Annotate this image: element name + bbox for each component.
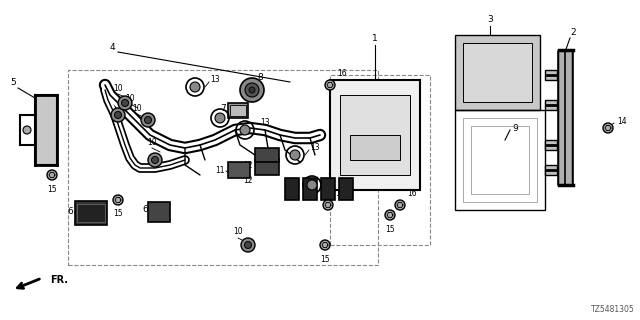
Circle shape <box>240 125 250 135</box>
Circle shape <box>245 83 259 97</box>
Text: 15: 15 <box>47 185 57 194</box>
Bar <box>148 202 170 222</box>
Text: 7: 7 <box>220 103 226 113</box>
Text: 10: 10 <box>125 93 135 102</box>
Circle shape <box>323 200 333 210</box>
Circle shape <box>240 78 264 102</box>
Circle shape <box>190 82 200 92</box>
Bar <box>463 43 532 102</box>
Circle shape <box>122 100 129 107</box>
Text: 2: 2 <box>570 28 576 36</box>
Bar <box>303 178 317 200</box>
Text: 10: 10 <box>132 103 142 113</box>
Bar <box>255 148 279 162</box>
Text: 13: 13 <box>327 172 337 181</box>
Text: 12: 12 <box>243 175 253 185</box>
Bar <box>455 110 545 210</box>
Circle shape <box>113 195 123 205</box>
Text: TZ5481305: TZ5481305 <box>591 305 635 314</box>
Circle shape <box>307 180 317 190</box>
Bar <box>255 159 279 175</box>
Text: 14: 14 <box>617 116 627 125</box>
Circle shape <box>249 87 255 93</box>
Text: FR.: FR. <box>50 275 68 285</box>
Bar <box>77 204 105 222</box>
Bar <box>471 126 529 194</box>
Text: 11: 11 <box>215 165 225 174</box>
Text: 5: 5 <box>10 77 16 86</box>
Bar <box>339 178 353 200</box>
Text: 15: 15 <box>385 225 395 234</box>
Circle shape <box>118 96 132 110</box>
Bar <box>545 140 557 150</box>
Text: 10: 10 <box>233 228 243 236</box>
Text: 4: 4 <box>109 43 115 52</box>
Circle shape <box>145 116 152 124</box>
Circle shape <box>148 153 162 167</box>
Circle shape <box>152 156 159 164</box>
Text: 13: 13 <box>210 75 220 84</box>
Bar <box>330 75 430 245</box>
Text: 8: 8 <box>257 73 263 82</box>
Text: 13: 13 <box>310 142 319 151</box>
Circle shape <box>215 113 225 123</box>
Bar <box>228 162 250 178</box>
Circle shape <box>385 210 395 220</box>
Text: 6: 6 <box>142 205 148 214</box>
Bar <box>463 118 537 202</box>
Bar <box>340 95 410 175</box>
Circle shape <box>111 108 125 122</box>
Text: 15: 15 <box>320 254 330 263</box>
Bar <box>545 100 557 110</box>
Text: 16: 16 <box>335 188 345 197</box>
Circle shape <box>603 123 613 133</box>
Circle shape <box>47 170 57 180</box>
Circle shape <box>290 150 300 160</box>
Bar <box>545 70 557 80</box>
Circle shape <box>115 111 122 118</box>
Bar <box>330 80 420 190</box>
Text: 10: 10 <box>113 84 123 92</box>
Text: 9: 9 <box>512 124 518 132</box>
Bar <box>228 103 248 118</box>
Bar <box>321 178 335 200</box>
Text: 16: 16 <box>337 68 347 77</box>
Text: 13: 13 <box>260 117 269 126</box>
Circle shape <box>325 80 335 90</box>
Bar <box>545 165 557 175</box>
Circle shape <box>141 113 155 127</box>
Text: 10: 10 <box>147 138 157 147</box>
Text: 6: 6 <box>67 207 73 217</box>
Text: 3: 3 <box>487 14 493 23</box>
Circle shape <box>320 240 330 250</box>
Text: 15: 15 <box>113 210 123 219</box>
Polygon shape <box>35 95 57 165</box>
Text: 12: 12 <box>243 161 253 170</box>
Text: 16: 16 <box>407 188 417 197</box>
Bar <box>285 178 299 200</box>
Circle shape <box>395 200 405 210</box>
Circle shape <box>241 238 255 252</box>
Bar <box>350 135 400 160</box>
Circle shape <box>244 242 252 249</box>
Bar <box>230 105 246 116</box>
Bar <box>75 201 107 225</box>
Bar <box>68 70 378 265</box>
Text: 13: 13 <box>235 106 244 115</box>
Bar <box>455 35 540 110</box>
Text: 1: 1 <box>372 34 378 43</box>
Circle shape <box>23 126 31 134</box>
